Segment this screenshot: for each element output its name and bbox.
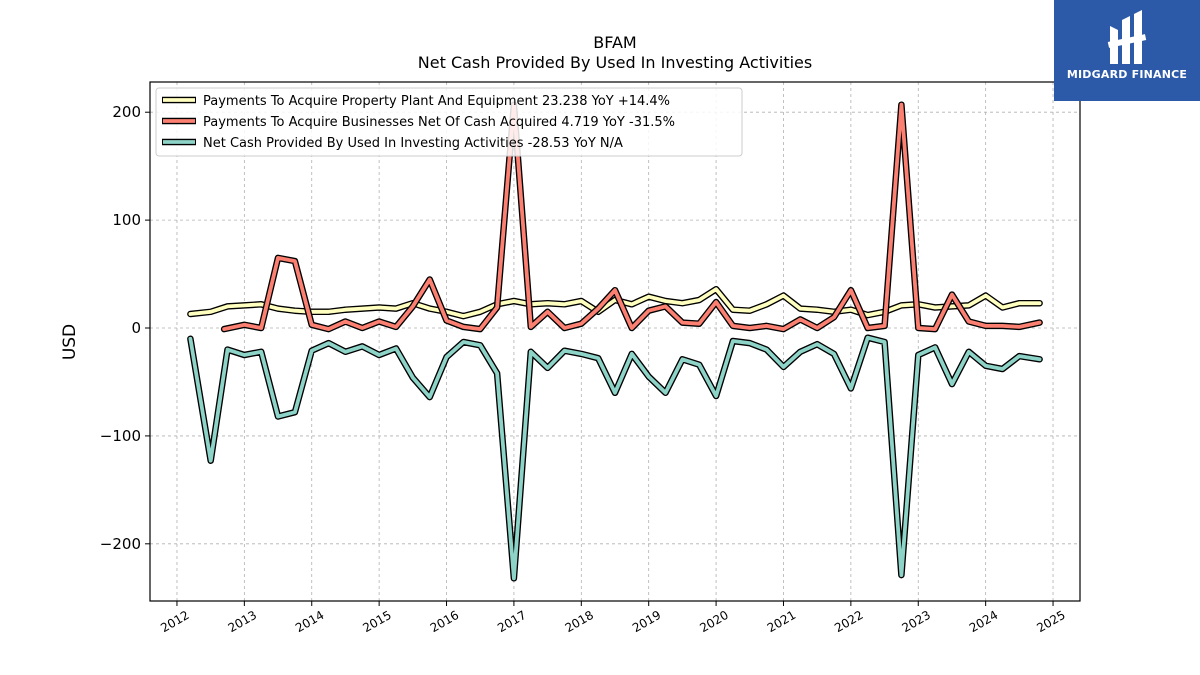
series-lines — [187, 101, 1043, 582]
y-tick-label: −100 — [100, 427, 141, 445]
y-axis-label: USD — [60, 324, 80, 360]
x-tick-label: 2022 — [832, 608, 865, 635]
legend: Payments To Acquire Property Plant And E… — [155, 87, 743, 157]
y-tick-label: −200 — [100, 535, 141, 553]
x-tick-label: 2020 — [697, 608, 730, 635]
x-tick-label: 2015 — [360, 608, 393, 635]
chart-subtitle: Net Cash Provided By Used In Investing A… — [418, 53, 812, 72]
x-tick-label: 2024 — [967, 608, 1000, 635]
y-tick-label: 200 — [112, 103, 141, 121]
series-line-1 — [222, 102, 1042, 332]
y-tick-label: 0 — [131, 319, 141, 337]
grid — [150, 82, 1080, 601]
x-tick-label: 2019 — [630, 608, 663, 635]
legend-entry: Payments To Acquire Businesses Net Of Ca… — [203, 115, 675, 130]
logo-mark-icon — [1107, 10, 1147, 64]
x-tick-label: 2012 — [158, 608, 191, 635]
x-tick-label: 2025 — [1034, 608, 1067, 635]
x-axis: 2012 2013 2014 2015 2016 2017 2018 2019 2020 2021… — [158, 601, 1068, 635]
legend-entry: Payments To Acquire Property Plant And E… — [203, 94, 670, 109]
x-tick-label: 2017 — [495, 608, 528, 635]
plot-frame — [149, 81, 1081, 602]
x-tick-label: 2023 — [900, 608, 933, 635]
x-tick-label: 2021 — [765, 608, 798, 635]
brand-logo: MIDGARD FINANCE — [1054, 0, 1200, 101]
legend-box — [155, 87, 743, 157]
y-axis: −200 −100 0 100 200 — [100, 103, 150, 553]
series-line-2 — [188, 335, 1042, 581]
x-tick-label: 2016 — [428, 608, 461, 635]
y-tick-label: 100 — [112, 211, 141, 229]
chart-title: BFAM — [593, 33, 636, 52]
x-tick-label: 2018 — [563, 608, 596, 635]
legend-entry: Net Cash Provided By Used In Investing A… — [203, 136, 623, 151]
series-line-0 — [188, 287, 1042, 319]
logo-text: MIDGARD FINANCE — [1066, 68, 1188, 81]
x-tick-label: 2013 — [226, 608, 259, 635]
x-tick-label: 2014 — [293, 608, 326, 635]
